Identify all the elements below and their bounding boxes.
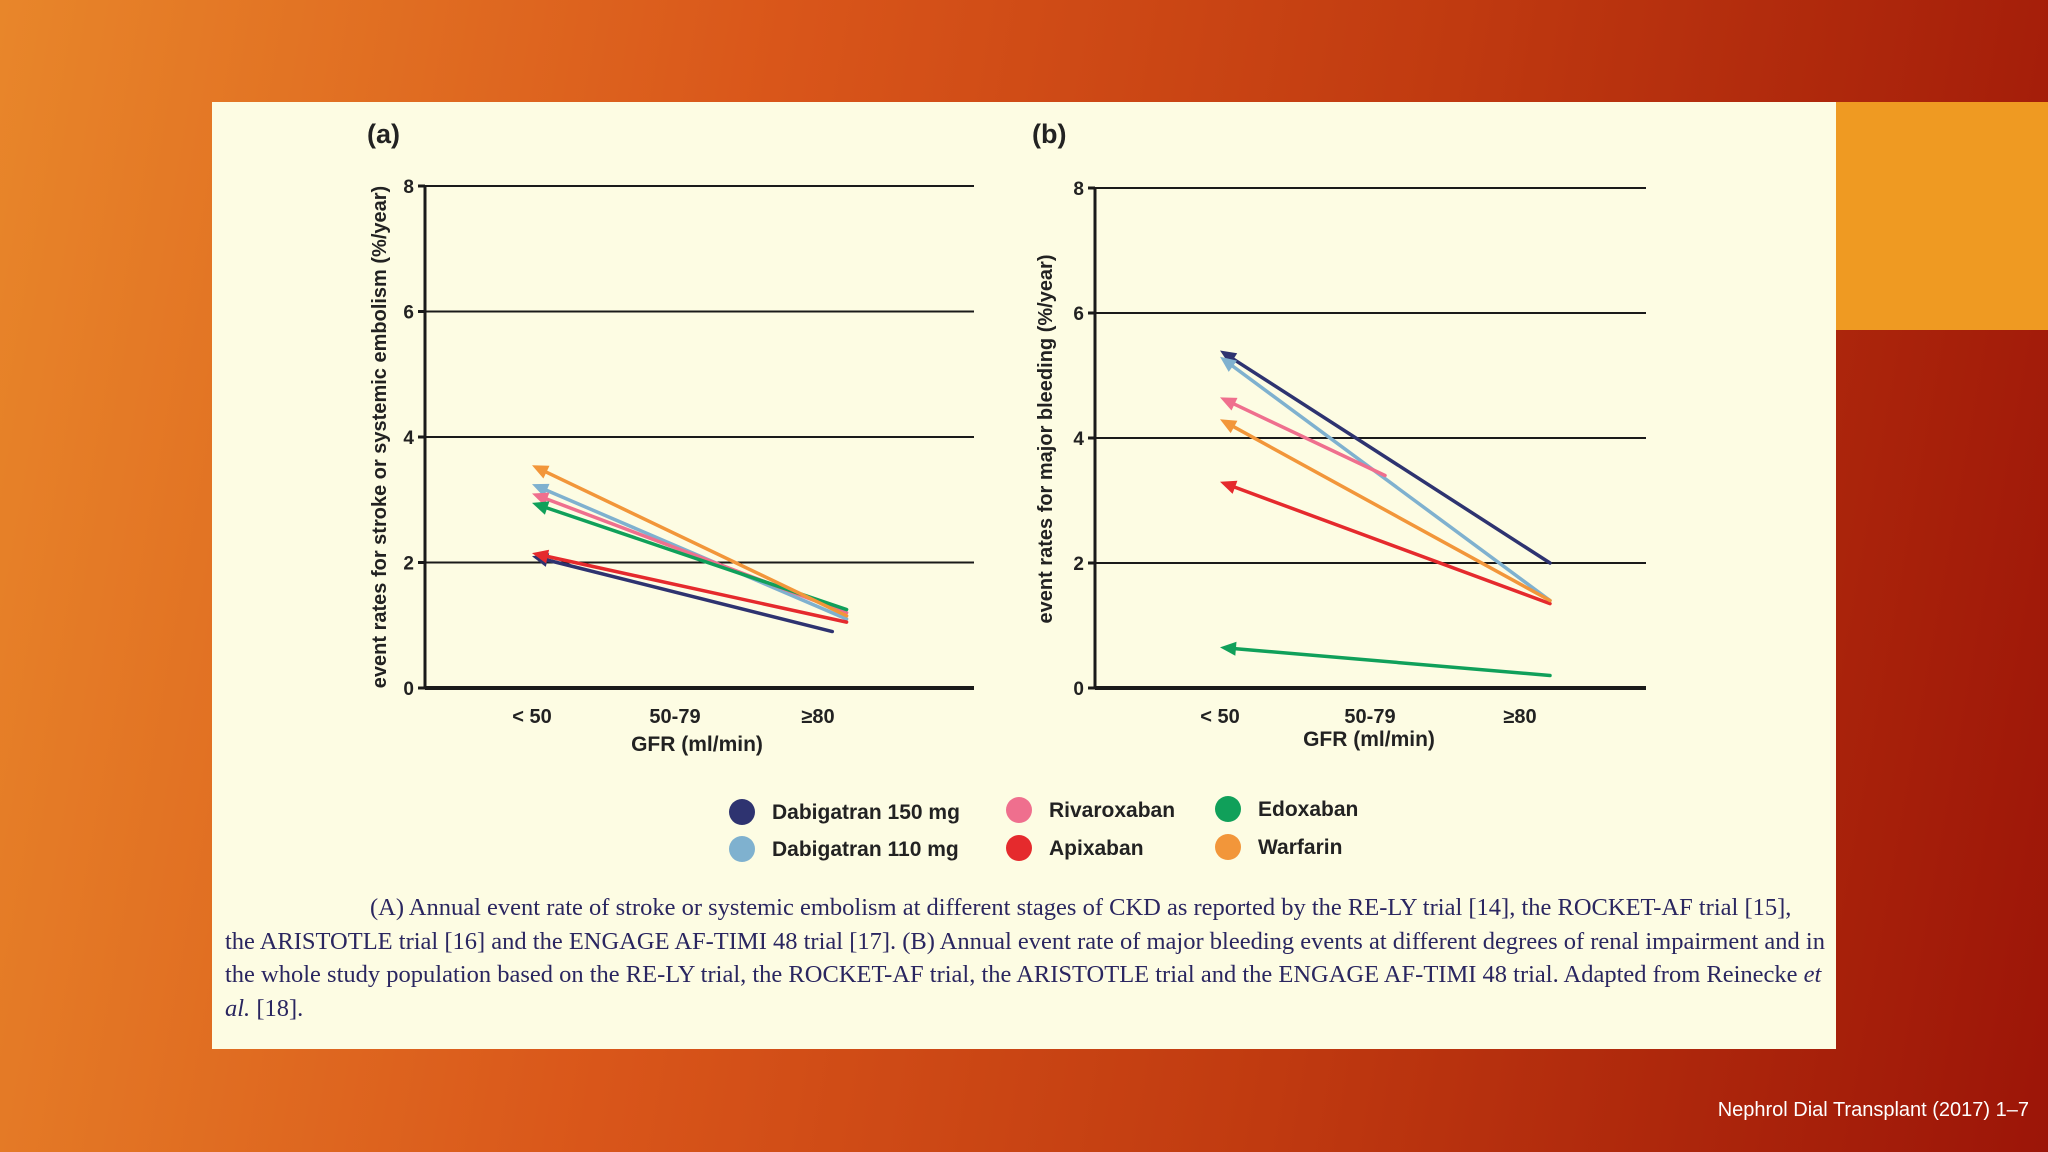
caption-text-2: [18].	[250, 994, 304, 1022]
legend-item: Warfarin	[1215, 834, 1342, 860]
series-arrowhead	[532, 501, 550, 515]
x-tick-label: ≥80	[801, 706, 834, 728]
series-line	[1232, 402, 1387, 478]
series-line	[1231, 357, 1552, 565]
legend-label: Edoxaban	[1258, 798, 1358, 821]
source-note: Nephrol Dial Transplant (2017) 1–7	[1717, 1099, 2029, 1121]
legend-swatch	[1006, 797, 1032, 823]
x-tick-label: ≥80	[1503, 706, 1536, 728]
y-tick-label: 4	[1073, 429, 1084, 450]
series-arrowhead	[532, 465, 550, 479]
y-tick-label: 0	[1073, 679, 1084, 700]
panel-label-b: (b)	[1032, 119, 1066, 149]
series-apixaban	[1220, 480, 1552, 606]
x-tick-label: < 50	[1200, 706, 1239, 728]
chart-panel-b: (b) 0 2 4 6 8 < 50 50-79 ≥80 GFR (ml/min) event ra…	[1032, 119, 1646, 751]
figure-caption: (A) Annual event rate of stroke or syste…	[225, 891, 1825, 1025]
series-line	[544, 470, 849, 618]
series-dabigatran-110-mg	[1220, 356, 1552, 603]
series-line	[1233, 485, 1552, 606]
series-warfarin	[532, 465, 849, 618]
y-tick-label: 6	[1073, 304, 1084, 325]
series-line	[545, 558, 835, 634]
y-tick-label: 6	[403, 303, 414, 324]
legend-swatch	[1215, 796, 1241, 822]
accent-block	[1836, 102, 2048, 330]
y-tick-label: 0	[403, 679, 414, 700]
legend-swatch	[1215, 834, 1241, 860]
series-dabigatran-150-mg	[1220, 350, 1552, 565]
series-rivaroxaban	[1220, 397, 1387, 478]
x-axis-label: GFR (ml/min)	[631, 733, 763, 756]
chart-panel-a: (a) 0 2 4 6 8 < 50 50-79 ≥80 GFR (ml/min) event ra…	[367, 119, 974, 756]
y-tick-label: 2	[1073, 554, 1084, 575]
series-arrowhead	[1220, 419, 1238, 434]
series-arrowhead	[1220, 350, 1238, 365]
y-tick-label: 8	[1073, 179, 1084, 200]
y-tick-label: 8	[403, 177, 414, 198]
series-warfarin	[1220, 419, 1552, 603]
series-line	[1234, 646, 1552, 678]
legend-item: Edoxaban	[1215, 796, 1358, 822]
figure-svg: (a) 0 2 4 6 8 < 50 50-79 ≥80 GFR (ml/min) event ra…	[367, 119, 1646, 862]
legend-label: Dabigatran 110 mg	[772, 838, 959, 861]
legend-swatch	[729, 799, 755, 825]
x-tick-label: < 50	[512, 706, 551, 728]
legend-item: Apixaban	[1006, 835, 1144, 861]
y-tick-label: 2	[403, 554, 414, 575]
series-arrowhead	[532, 549, 550, 564]
legend-item: Rivaroxaban	[1006, 797, 1175, 823]
legend-item: Dabigatran 150 mg	[729, 799, 960, 825]
legend: Dabigatran 150 mg Dabigatran 110 mg Rivaro…	[729, 796, 1358, 862]
series-apixaban	[532, 549, 849, 624]
series-arrowhead	[1220, 397, 1238, 411]
x-axis-label: GFR (ml/min)	[1303, 728, 1435, 751]
figure-panel: (a) 0 2 4 6 8 < 50 50-79 ≥80 GFR (ml/min) event ra…	[212, 102, 1836, 1049]
y-axis-label: event rates for stroke or systemic embol…	[369, 186, 391, 688]
legend-label: Warfarin	[1258, 836, 1342, 859]
series-arrowhead	[1220, 641, 1237, 656]
legend-label: Rivaroxaban	[1049, 799, 1175, 822]
x-tick-label: 50-79	[649, 706, 700, 728]
legend-swatch	[1006, 835, 1032, 861]
legend-item: Dabigatran 110 mg	[729, 836, 959, 862]
series-line	[545, 554, 849, 624]
series-arrowhead	[1220, 480, 1238, 494]
panel-label-a: (a)	[367, 119, 400, 149]
series-line	[1231, 364, 1552, 603]
legend-label: Dabigatran 150 mg	[772, 801, 960, 824]
legend-swatch	[729, 836, 755, 862]
y-tick-label: 4	[403, 428, 414, 449]
y-axis-label: event rates for major bleeding (%/year)	[1035, 254, 1057, 623]
series-arrowhead	[1220, 356, 1237, 372]
series-line	[1232, 425, 1552, 603]
legend-label: Apixaban	[1049, 837, 1144, 860]
caption-italic: et al.	[225, 961, 1822, 1022]
series-edoxaban	[1220, 641, 1552, 678]
caption-text-1: (A) Annual event rate of stroke or syste…	[225, 894, 1825, 988]
x-tick-label: 50-79	[1344, 706, 1395, 728]
